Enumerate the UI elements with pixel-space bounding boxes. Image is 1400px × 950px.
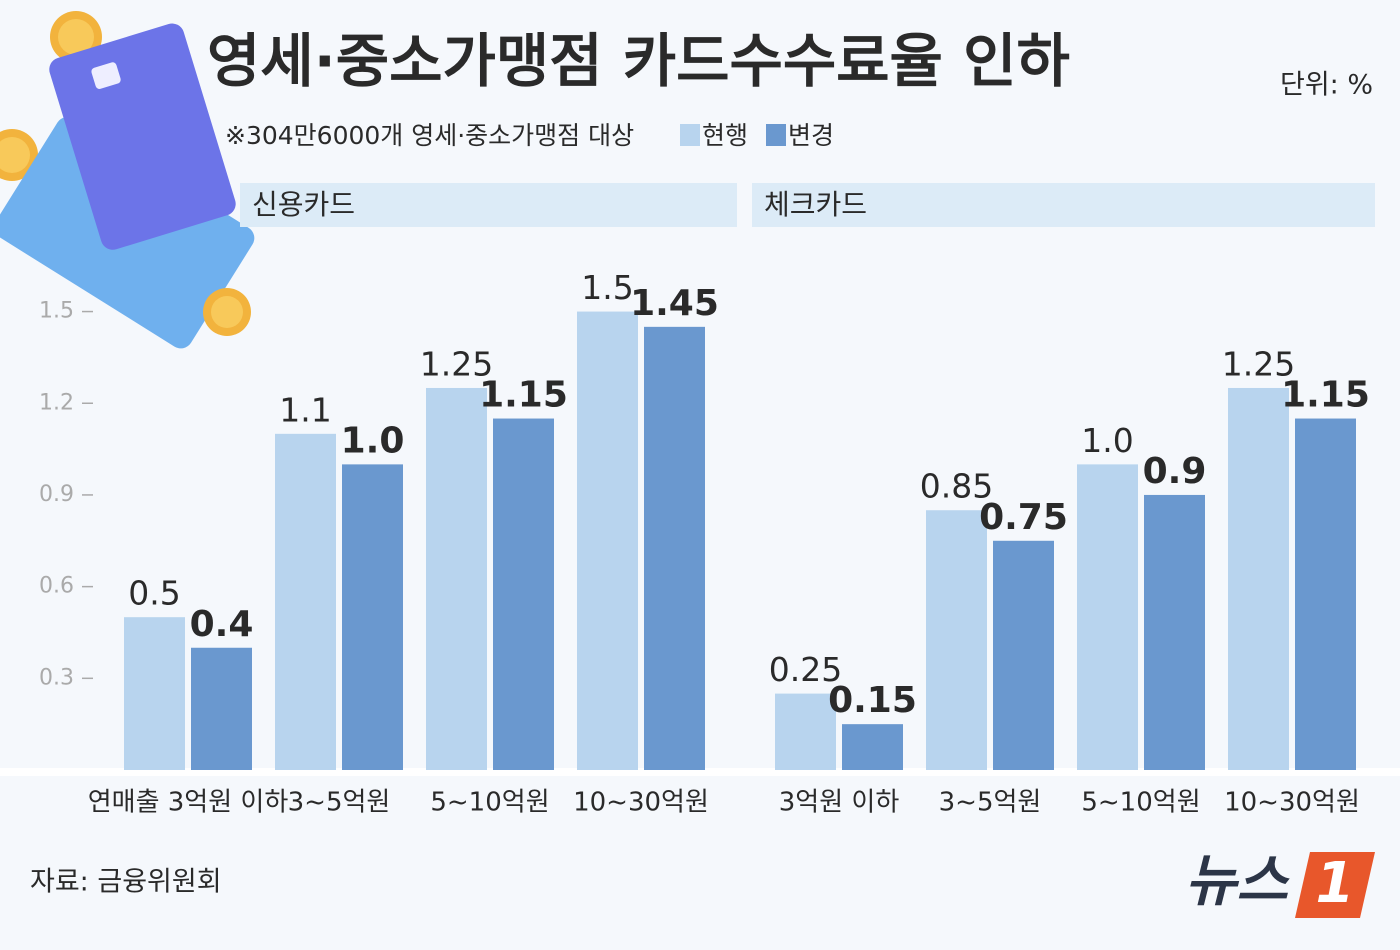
title: 영세·중소가맹점 카드수수료율 인하 (207, 27, 1070, 95)
x-tick-label: 5~10억원 (430, 788, 549, 818)
legend-swatch (766, 124, 786, 146)
x-tick-label: 3~5억원 (288, 788, 391, 818)
bar (275, 433, 336, 770)
panel-title: 신용카드 (252, 188, 355, 221)
bar (1228, 387, 1289, 770)
value-label: 1.15 (1281, 375, 1370, 416)
x-tick-label: 10~30억원 (573, 788, 709, 818)
panel-header (752, 183, 1375, 227)
legend-swatch (680, 124, 700, 146)
bar (1077, 464, 1138, 770)
y-tick-label: 1.5 (39, 299, 74, 324)
logo-badge (1295, 852, 1375, 918)
x-tick-label: 3억원 이하 (779, 788, 900, 818)
value-label: 0.75 (979, 497, 1068, 538)
value-label: 1.5 (581, 268, 633, 307)
value-label: 0.85 (920, 467, 993, 506)
bar (1144, 494, 1205, 770)
y-tick-label: 0.6 (39, 574, 74, 599)
value-label: 0.4 (190, 604, 254, 645)
value-label: 1.0 (341, 420, 405, 461)
card-illustration (0, 11, 255, 349)
value-label: 0.9 (1143, 451, 1207, 492)
bar (842, 724, 903, 770)
logo-text: 뉴스 (1185, 849, 1291, 914)
logo-number: 1 (1316, 851, 1355, 916)
note: ※304만6000개 영세·중소가맹점 대상 (225, 121, 634, 150)
y-tick-label: 0.9 (39, 482, 74, 507)
panel-header (240, 183, 737, 227)
x-tick-label: 5~10억원 (1081, 788, 1200, 818)
bar (426, 387, 487, 770)
value-label: 1.25 (1222, 344, 1295, 383)
panel-title: 체크카드 (764, 188, 867, 221)
y-tick-label: 1.2 (39, 390, 74, 415)
value-label: 1.0 (1081, 421, 1133, 460)
bar (577, 311, 638, 770)
bar (493, 418, 554, 770)
value-label: 1.25 (420, 344, 493, 383)
y-tick-label: 0.3 (39, 665, 74, 690)
unit: 단위: % (1280, 70, 1373, 101)
x-tick-label: 10~30억원 (1224, 788, 1360, 818)
value-label: 1.45 (630, 283, 719, 324)
bar (644, 326, 705, 770)
legend-label: 현행 (702, 121, 748, 150)
value-label: 0.15 (828, 680, 917, 721)
x-tick-label: 3~5억원 (939, 788, 1042, 818)
legend-label: 변경 (788, 121, 834, 150)
bar (1295, 418, 1356, 770)
value-label: 0.25 (769, 650, 842, 689)
baseline (0, 768, 1400, 776)
value-label: 1.1 (279, 390, 331, 429)
bar (775, 693, 836, 770)
value-label: 0.5 (128, 574, 180, 613)
value-label: 1.15 (479, 375, 568, 416)
bar (342, 464, 403, 770)
source: 자료: 금융위원회 (30, 867, 222, 898)
bar (124, 617, 185, 770)
bar (926, 510, 987, 770)
bar (993, 540, 1054, 770)
bar (191, 647, 252, 770)
x-tick-label: 연매출 3억원 이하 (88, 788, 289, 818)
